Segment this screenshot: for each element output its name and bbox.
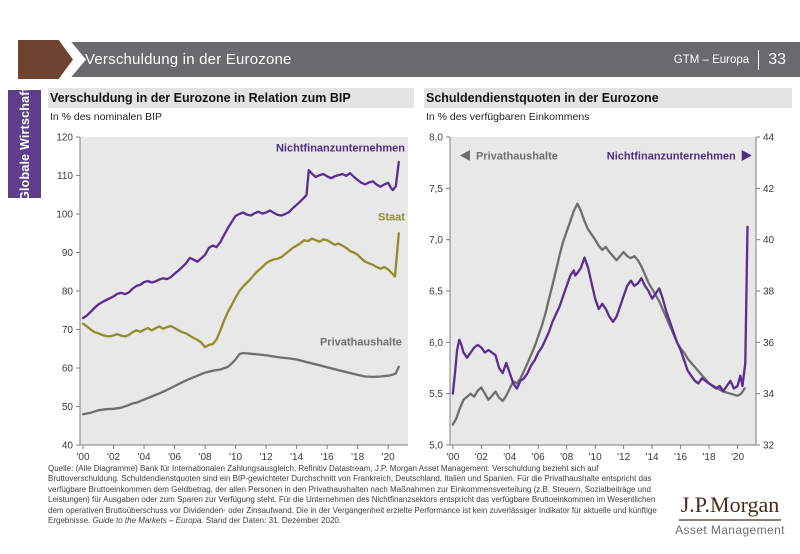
series-Nichtfinanzunternehmen [451,225,749,395]
sidebar-label: Globale Wirtschaft [17,87,32,201]
x-tick-label: '00 [446,452,459,463]
y-tick-label: 6,5 [429,287,443,298]
left-chart-svg: 40 50 60 70 80 90 100 110 120 '00 '02 '04 '06 '08 '10 '… [56,133,408,463]
y-tick-label: 60 [62,364,74,375]
y-tick-label: 6,0 [429,338,443,349]
right-chart-svg: 5,0 5,5 6,0 6,5 7,0 7,5 8,0 32 34 36 38 40 42 44 '00 '0… [429,133,775,464]
source-text-date: Stand der Daten: 31. Dezember 2020. [203,516,342,526]
right-chart-title: Schuldendienstquoten in der Eurozone [424,88,792,108]
jpmorgan-logo: J.P.Morgan Asset Management [666,492,794,537]
x-tick-label: '20 [382,452,395,463]
x-tick-label: '16 [321,452,334,463]
x-tick-label: '18 [703,452,716,463]
legend-left-arrow-icon [459,149,470,161]
y-tick-label: 36 [763,338,775,349]
x-tick-label: '14 [646,452,659,463]
x-tick-label: '12 [617,452,630,463]
source-text-italic: Guide to the Markets – Europa. [92,516,204,526]
header-bar: Verschuldung in der Eurozone GTM – Europ… [22,42,800,77]
y-tick-label: 90 [62,248,74,259]
y-tick-label: 40 [763,235,775,246]
y-tick-label: 42 [763,184,775,195]
y-tick-label: 120 [56,133,73,144]
source-note: Quelle: (Alle Diagramme) Bank für Intern… [48,464,664,526]
right-chart-panel: Schuldendienstquoten in der Eurozone In … [424,88,792,473]
header-right: GTM – Europa 33 [674,42,786,77]
series-label: Nichtfinanzunternehmen [276,143,405,155]
y-tick-label: 34 [763,389,775,400]
y-tick-label: 100 [56,210,73,221]
y-tick-label: 80 [62,287,74,298]
x-tick-label: '14 [290,452,303,463]
x-tick-label: '18 [351,452,364,463]
y-tick-label: 5,0 [429,441,443,452]
jpmorgan-logo-name: J.P.Morgan [678,492,782,521]
source-text: Quelle: (Alle Diagramme) Bank für Intern… [48,464,657,526]
y-tick-label: 7,0 [429,235,443,246]
y-tick-label: 8,0 [429,133,443,144]
x-tick-label: '12 [260,452,273,463]
left-chart-subtitle: In % des nominalen BIP [50,111,163,123]
jpmorgan-logo-subtitle: Asset Management [675,523,785,537]
x-tick-label: '02 [475,452,488,463]
y-tick-label: 44 [763,133,775,144]
series-label: Staat [378,212,405,224]
y-tick-label: 70 [62,325,74,336]
y-tick-label: 7,5 [429,184,443,195]
x-tick-label: '06 [168,452,181,463]
x-tick-label: '04 [138,452,151,463]
series-Privathaushalte [81,351,400,416]
y-tick-label: 5,5 [429,389,443,400]
series-Nichtfinanzunternehmen [81,160,400,320]
y-tick-label: 50 [62,402,74,413]
y-tick-label: 32 [763,441,775,452]
x-tick-label: '10 [229,452,242,463]
legend-label: Privathaushalte [476,150,558,162]
y-tick-label: 40 [62,441,74,452]
legend-label: Nichtfinanzunternehmen [607,150,736,162]
page-title: Verschuldung in der Eurozone [85,51,292,68]
x-tick-label: '00 [77,452,90,463]
plot-area [80,137,408,445]
gtm-europa-label: GTM – Europa [673,53,750,66]
series-label: Privathaushalte [320,337,402,349]
x-tick-label: '06 [532,452,545,463]
series-Staat [81,232,400,349]
x-tick-label: '10 [589,452,602,463]
y-tick-label: 38 [763,287,775,298]
plot-area [450,137,756,445]
left-chart-title: Verschuldung in der Eurozone in Relation… [48,88,414,108]
right-chart-subtitle: In % des verfügbaren Einkommens [426,111,590,123]
header-divider [758,49,760,70]
legend-right-arrow-icon [741,149,752,161]
sidebar-tab-globale-wirtschaft: Globale Wirtschaft [8,87,41,201]
page-number: 33 [768,50,786,68]
series-Privathaushalte [451,202,746,426]
x-tick-label: '02 [107,452,120,463]
x-tick-label: '08 [199,452,212,463]
x-tick-label: '20 [731,452,744,463]
left-chart-panel: Verschuldung in der Eurozone in Relation… [48,88,414,473]
x-tick-label: '04 [503,452,516,463]
x-tick-label: '16 [674,452,687,463]
y-tick-label: 110 [57,171,73,182]
x-tick-label: '08 [560,452,573,463]
